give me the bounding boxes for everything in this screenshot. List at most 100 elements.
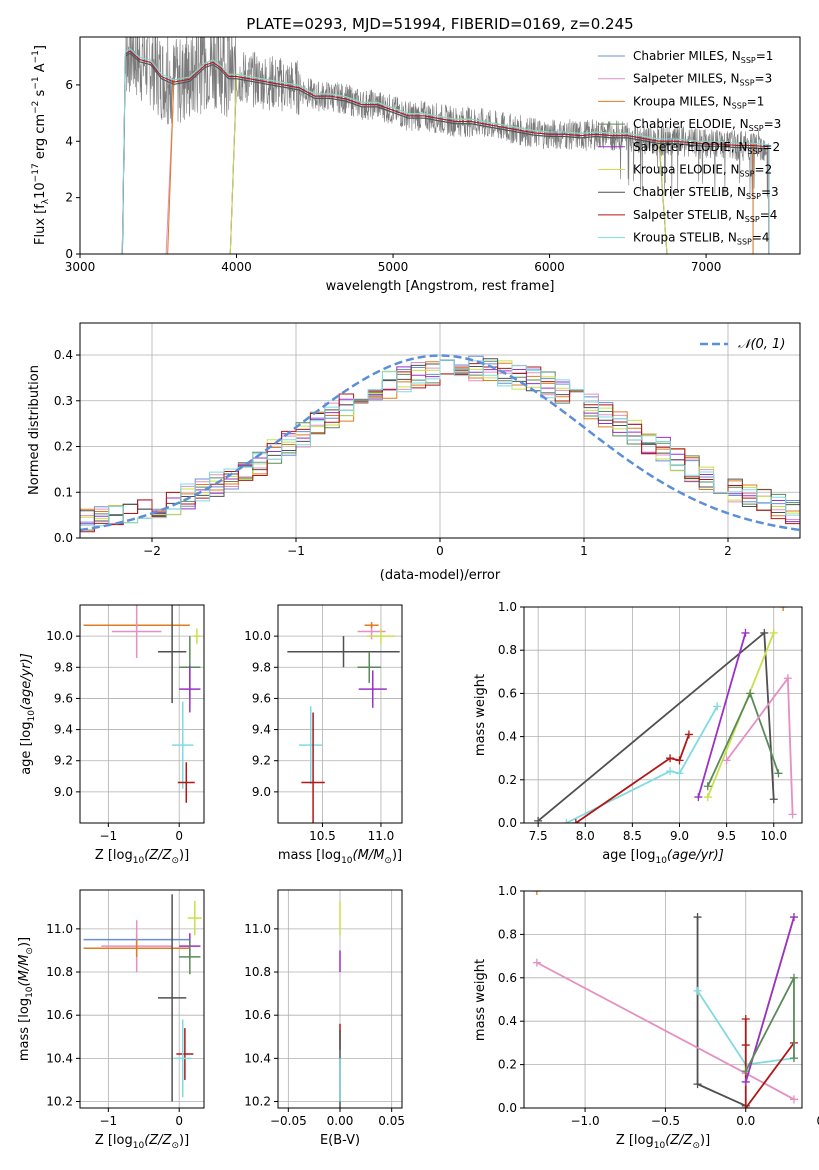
- series-line: [744, 977, 795, 1072]
- x-tick-label: 9.0: [670, 829, 689, 843]
- label-part: =4: [752, 231, 770, 245]
- label-part: −1: [31, 50, 41, 63]
- x-tick-label: 0: [175, 1114, 183, 1128]
- series-kroupa_miles: [532, 891, 541, 895]
- series-salpeter_elodie: [741, 913, 798, 1086]
- label-part: Salpeter STELIB, N: [633, 208, 745, 222]
- point-marker: [713, 702, 722, 711]
- series-line: [725, 675, 794, 815]
- label-part: ⊙: [692, 1141, 700, 1151]
- point-marker: [703, 793, 712, 802]
- label-part: =3: [764, 117, 782, 131]
- point-marker: [788, 810, 797, 819]
- axes-frame: [79, 36, 801, 255]
- label-part: s: [33, 89, 48, 100]
- point-marker: [693, 1080, 702, 1089]
- series-chabrier_elodie: [741, 973, 798, 1076]
- label-part: ⊙: [25, 947, 35, 955]
- model-line-chabrier_elodie: [229, 78, 668, 254]
- y-tick-label: 2: [65, 191, 73, 205]
- error-point-salpeter_elodie: [358, 670, 387, 708]
- y-axis-label: Normed distribution: [27, 365, 42, 495]
- x-tick-label: 8.0: [576, 829, 595, 843]
- y-axis-label: Flux [fλ10−17 erg cm−2 s−1 A−1]: [31, 45, 51, 245]
- y-tick-label: 10.4: [46, 1051, 73, 1065]
- y-tick-label: 0.0: [54, 531, 73, 545]
- y-tick-label: 9.8: [54, 660, 73, 674]
- label-part: )]: [700, 1133, 710, 1148]
- x-tick-label: 7.5: [529, 829, 548, 843]
- label-part: =3: [755, 72, 773, 86]
- x-tick-label: 0.00: [327, 1114, 354, 1128]
- y-tick-label: 9.0: [252, 785, 271, 799]
- error-point-chabrier_stelib: [287, 636, 400, 668]
- x-tick-label: 10.5: [309, 829, 336, 843]
- y-axis-label: mass [log10(M/M⊙)]: [17, 937, 35, 1061]
- point-marker: [693, 986, 702, 995]
- label-part: 10: [27, 710, 37, 722]
- point-marker: [789, 973, 798, 982]
- label-part: =2: [755, 163, 773, 177]
- point-marker: [741, 1104, 750, 1108]
- error-point-chabrier_elodie: [357, 651, 381, 683]
- y-tick-label: 9.4: [54, 723, 73, 737]
- label-part: ⊙: [171, 856, 179, 866]
- x-tick-label: 0.05: [378, 1114, 405, 1128]
- spectrum-panel: 3000 4000 5000 6000 7000 0 2 4 6 Chabrier MILES, …: [31, 36, 801, 294]
- histogram-kroupa_stelib: [80, 359, 800, 527]
- x-tick-label: 6000: [534, 260, 565, 274]
- y-tick-label: 0.0: [498, 816, 517, 830]
- age-vs-metallicity-panel: −1 09.09.29.49.69.810.0Z [log10(Z/Z⊙)]age…: [19, 604, 205, 866]
- series-line: [566, 705, 718, 823]
- y-tick-label: 11.0: [244, 922, 271, 936]
- age-vs-mass-panel: 10.5 11.0 9.0 9.2 9.4 9.6 9.8 10.0 mass [log10(M…: [244, 604, 403, 866]
- point-marker: [741, 1041, 750, 1050]
- y-tick-label: 9.6: [54, 691, 73, 705]
- point-marker: [769, 628, 778, 637]
- model-line-chabrier_stelib: [121, 52, 770, 254]
- label-part: −17: [31, 163, 41, 182]
- label-part: SSP: [747, 147, 762, 156]
- label-part: Chabrier STELIB, N: [633, 185, 746, 199]
- axes-frame: [277, 889, 403, 1109]
- x-tick-label: 3000: [65, 260, 96, 274]
- label-part: Kroupa MILES, N: [633, 94, 732, 108]
- label-part: =1: [747, 94, 765, 108]
- y-tick-label: 0.6: [498, 686, 517, 700]
- label-part: 10: [655, 856, 667, 866]
- label-part: wavelength [Angstrom, rest frame]: [326, 279, 555, 294]
- x-tick-label: 1: [580, 544, 588, 558]
- y-tick-label: 10.2: [244, 1095, 271, 1109]
- x-tick-label: −1.0: [570, 1114, 599, 1128]
- label-part: (Z/Z: [144, 848, 172, 863]
- label-part: λ: [41, 198, 51, 204]
- x-tick-label: 9.5: [717, 829, 736, 843]
- point-marker: [694, 793, 703, 802]
- axes-frame: [277, 604, 403, 824]
- error-point-kroupa_elodie: [187, 900, 202, 936]
- x-tick-label: −1: [99, 829, 117, 843]
- point-marker: [675, 756, 684, 765]
- x-axis-label: Z [log10(Z/Z⊙)]: [95, 848, 189, 866]
- label-part: ]: [33, 45, 48, 50]
- point-marker: [774, 769, 783, 778]
- point-marker: [571, 819, 580, 823]
- x-tick-label: 7000: [691, 260, 722, 274]
- plot-area: [121, 37, 770, 254]
- y-tick-label: 0.8: [498, 927, 517, 941]
- legend-entry: Kroupa MILES, NSSP=1: [633, 94, 764, 110]
- y-tick-label: 10.6: [46, 1008, 73, 1022]
- legend-entry: Kroupa ELODIE, NSSP=2: [633, 163, 772, 179]
- y-tick-label: 10.6: [244, 1008, 271, 1022]
- y-tick-label: 0.4: [498, 730, 517, 744]
- label-part: ⊙: [384, 856, 392, 866]
- series-chabrier_elodie: [703, 689, 783, 791]
- series-salpeter_stelib: [571, 730, 693, 823]
- x-tick-label: 0.5: [817, 1114, 819, 1128]
- y-tick-label: 0.2: [54, 440, 73, 454]
- label-part: Z [log: [95, 848, 133, 863]
- label-part: SSP: [749, 124, 764, 133]
- label-part: 10: [33, 182, 48, 199]
